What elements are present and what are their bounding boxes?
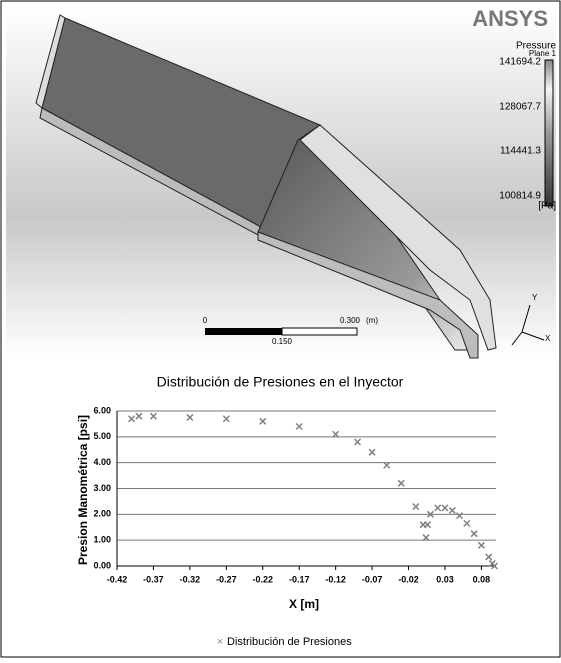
scale-bar <box>282 328 357 335</box>
page: ANSYS Pressure Plane 1 141694.2 128067.7… <box>0 0 561 658</box>
point <box>424 522 430 528</box>
chart-title: Distribución de Presiones en el Inyector <box>157 374 404 390</box>
scale-label: 0 <box>203 316 208 325</box>
scale-label: 0.300 <box>340 316 361 325</box>
y-axis-title: Presion Manométrica [psi] <box>76 415 90 565</box>
legend-label: Distribución de Presiones <box>227 636 352 648</box>
point <box>442 505 448 511</box>
point <box>435 505 441 511</box>
point <box>223 416 229 422</box>
x-tick-label: -0.12 <box>325 574 346 584</box>
y-tick-label: 5.00 <box>93 431 111 441</box>
point <box>296 424 302 430</box>
legend-marker: × <box>217 636 223 648</box>
scale-label: (m) <box>366 316 378 325</box>
y-tick-label: 1.00 <box>93 535 111 545</box>
point <box>129 416 135 422</box>
point <box>457 513 463 519</box>
x-tick-label: -0.17 <box>289 574 310 584</box>
x-axis-title: X [m] <box>289 597 319 611</box>
point <box>471 531 477 537</box>
x-tick-label: 0.08 <box>473 574 491 584</box>
point <box>449 507 455 513</box>
point <box>478 542 484 548</box>
x-tick-label: -0.27 <box>216 574 237 584</box>
y-tick-label: 6.00 <box>93 405 111 415</box>
point <box>187 414 193 420</box>
y-tick-label: 3.00 <box>93 483 111 493</box>
x-tick-label: -0.02 <box>398 574 419 584</box>
triad-label: Y <box>532 293 538 302</box>
scale-label: 0.150 <box>272 337 293 346</box>
point <box>150 413 156 419</box>
triad-label: X <box>545 334 551 343</box>
legend-label: 114441.3 <box>500 146 541 157</box>
legend-label: 128067.7 <box>499 102 541 113</box>
point <box>398 480 404 486</box>
point <box>369 449 375 455</box>
point <box>486 554 492 560</box>
x-tick-label: -0.22 <box>253 574 274 584</box>
y-tick-label: 0.00 <box>93 560 111 570</box>
y-tick-label: 4.00 <box>93 457 111 467</box>
x-tick-label: -0.37 <box>143 574 164 584</box>
scale-bar <box>205 328 282 335</box>
point <box>413 504 419 510</box>
x-tick-label: -0.32 <box>180 574 201 584</box>
point <box>355 439 361 445</box>
y-tick-label: 2.00 <box>93 509 111 519</box>
point <box>136 413 142 419</box>
x-tick-label: -0.07 <box>362 574 383 584</box>
legend-label: 100814.9 <box>499 191 541 202</box>
point <box>260 418 266 424</box>
logo: ANSYS <box>472 6 548 31</box>
point <box>464 520 470 526</box>
legend-label: 141694.2 <box>499 57 541 68</box>
color-bar <box>545 60 553 206</box>
x-tick-label: 0.03 <box>436 574 454 584</box>
legend-unit: [Pa] <box>538 201 556 212</box>
x-tick-label: -0.42 <box>107 574 128 584</box>
